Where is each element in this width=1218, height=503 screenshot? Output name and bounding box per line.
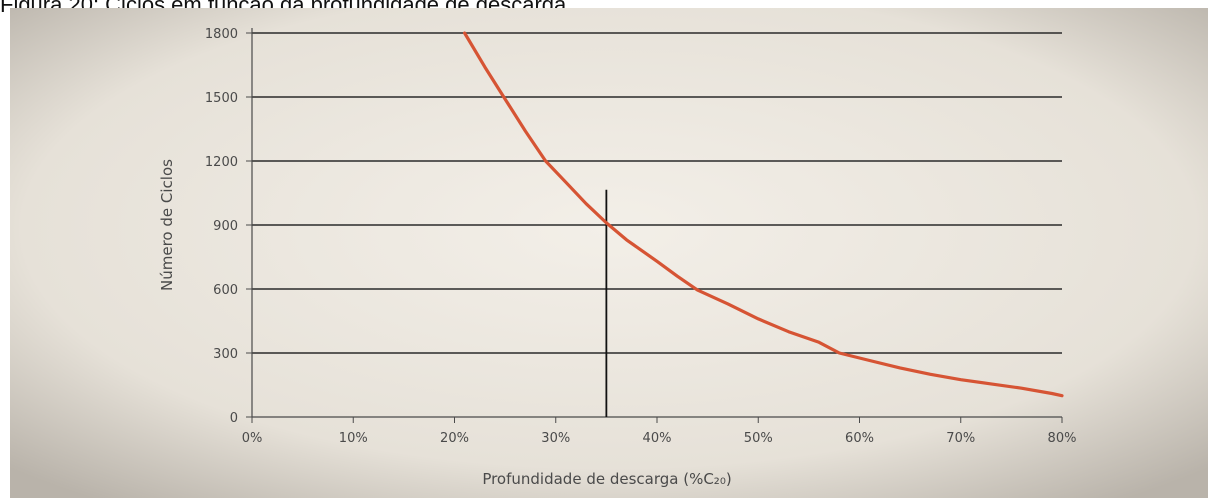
axes-layer xyxy=(246,28,1063,423)
tick-labels: 0 300 600 900 1200 1500 1800 0% 10% 20% 30% 40% 50% 6… xyxy=(205,27,1077,446)
x-tick-label: 80% xyxy=(1048,431,1077,446)
x-tick-label: 70% xyxy=(946,431,975,446)
x-tick-label: 30% xyxy=(541,431,570,446)
y-tick-label: 900 xyxy=(213,219,238,234)
series-curve-0 xyxy=(463,31,1064,398)
y-tick-label: 300 xyxy=(213,347,238,362)
x-tick-label: 40% xyxy=(643,431,672,446)
y-tick-label: 1200 xyxy=(205,155,238,170)
y-tick-label: 1800 xyxy=(205,27,238,42)
x-axis-label: Profundidade de descarga (%C₂₀) xyxy=(482,470,731,488)
x-tick-label: 10% xyxy=(339,431,368,446)
grid-layer xyxy=(252,32,1062,354)
x-tick-label: 20% xyxy=(440,431,469,446)
y-tick-label: 1500 xyxy=(205,91,238,106)
x-tick-label: 50% xyxy=(744,431,773,446)
y-axis-label: Número de Ciclos xyxy=(158,159,176,291)
y-tick-label: 600 xyxy=(213,283,238,298)
cycles-chart: 0 300 600 900 1200 1500 1800 0% 10% 20% 30% 40% 50% 6… xyxy=(10,8,1208,498)
chart-figure: 0 300 600 900 1200 1500 1800 0% 10% 20% 30% 40% 50% 6… xyxy=(0,8,1218,498)
chart-background xyxy=(10,8,1208,498)
x-tick-label: 60% xyxy=(845,431,874,446)
series-layer xyxy=(463,31,1064,398)
y-tick-label: 0 xyxy=(230,411,238,426)
x-tick-label: 0% xyxy=(242,431,263,446)
